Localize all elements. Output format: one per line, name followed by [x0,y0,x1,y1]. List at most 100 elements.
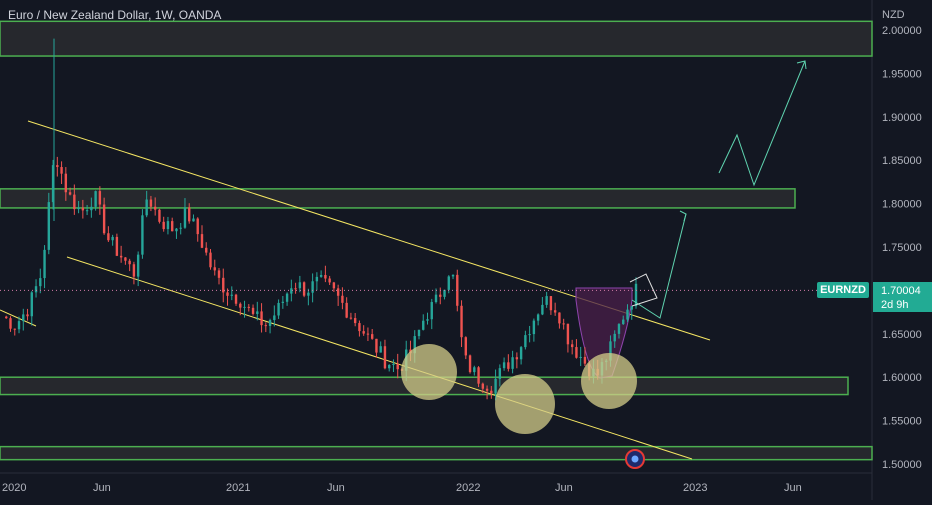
candle-body [388,365,391,369]
candle-body [379,346,382,353]
candle-body [77,207,80,210]
candle-body [183,207,187,228]
candle-body [22,314,25,322]
candle-body [171,221,174,232]
candle-body [145,199,148,216]
left-trend-stub [0,309,37,327]
candle-body [132,264,136,277]
candle-body [234,294,238,304]
candle-body [141,215,144,255]
candle-body [285,293,289,302]
candle-body [26,314,29,317]
candle-body [264,325,268,327]
candle-body [315,276,319,282]
candle-body [349,317,353,319]
candle-body [528,334,531,336]
candle-body [34,286,38,293]
candle-body [456,274,459,306]
candle-body [485,388,489,391]
candle-body [426,319,429,321]
candle-body [358,323,361,332]
candle-body [341,295,344,303]
candle-body [468,355,472,373]
price-tick-label: 1.60000 [882,372,922,384]
candle-body [336,288,340,296]
candle-body [149,199,153,207]
candle-body [460,305,463,338]
price-tick-label: 1.90000 [882,112,922,124]
candle-body [60,167,63,174]
short-target-arrowhead [679,210,687,222]
candle-body [311,281,314,293]
candle-body [532,320,536,335]
candle-body [630,306,633,310]
candle-body [481,383,485,389]
candle-body [256,311,259,314]
last-price-badge: 1.70004 2d 9h [873,282,932,312]
candle-body [68,192,72,195]
candle-body [502,362,506,369]
candle-body [332,282,336,289]
candle-body [430,302,433,320]
time-tick-label: Jun [555,482,573,494]
candle-body [247,306,250,308]
candle-body [383,346,387,369]
lower-channel-line [66,256,693,460]
candle-body [566,323,570,345]
time-tick-label: 2021 [226,482,250,494]
time-tick-label: Jun [784,482,802,494]
candle-body [136,254,140,277]
candle-body [273,315,276,321]
candle-body [494,378,497,394]
candle-body [447,276,450,290]
candle-body [5,316,8,319]
candle-body [98,191,102,205]
candle-body [209,252,212,268]
candle-body [17,321,21,330]
candle-body [575,347,578,358]
candle-body [64,173,68,193]
candle-body [107,233,110,241]
candle-body [434,294,438,303]
price-tick-label: 1.85000 [882,155,922,167]
candle-body [9,318,12,329]
candle-body [583,356,587,364]
candle-body [128,260,131,265]
last-price-value: 1.70004 [881,285,921,297]
candle-body [192,218,195,222]
long-target-projection [718,60,806,187]
candle-body [511,357,514,369]
candle-body [519,347,523,360]
price-tick-label: 1.50000 [882,459,922,471]
time-tick-label: 2022 [456,482,480,494]
support-test-circle [581,353,637,409]
supply-zone [0,20,873,57]
candle-body [43,249,46,279]
candle-body [30,292,33,317]
candle-body [102,204,106,234]
candle-body [205,247,208,253]
candle-body [545,296,548,305]
time-tick-label: Jun [327,482,345,494]
candle-body [473,367,476,373]
candle-body [370,334,374,339]
candle-body [439,294,442,297]
candle-body [451,274,455,277]
candle-body [56,165,59,168]
candle-body [328,278,331,283]
price-tick-label: 1.75000 [882,242,922,254]
candle-body [613,333,616,342]
short-target-projection [631,213,687,319]
time-tick-label: 2020 [2,482,26,494]
candle-body [422,320,425,330]
candle-body [579,356,582,358]
chart-title: Euro / New Zealand Dollar, 1W, OANDA [8,8,221,22]
candle-body [294,288,297,290]
candle-body [39,278,42,287]
candle-body [302,282,306,296]
candle-body [124,257,127,261]
candle-body [443,289,446,297]
candle-body [243,306,246,308]
